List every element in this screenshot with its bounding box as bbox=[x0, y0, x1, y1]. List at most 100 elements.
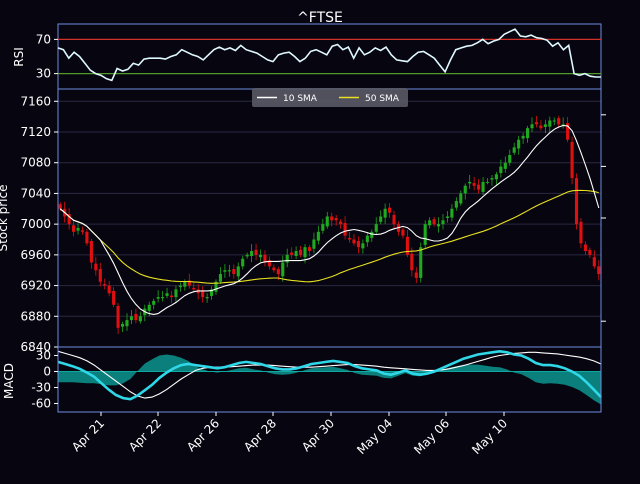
candle-body bbox=[428, 220, 432, 226]
candle-body bbox=[392, 214, 396, 225]
candle-body bbox=[414, 272, 418, 278]
rsi-ytick-label: 30 bbox=[36, 67, 51, 81]
candle-body bbox=[209, 289, 214, 296]
price-ytick-label: 7160 bbox=[20, 94, 51, 108]
candle-body bbox=[388, 207, 392, 213]
candle-body bbox=[441, 220, 445, 225]
candle-body bbox=[89, 241, 93, 263]
candle-body bbox=[490, 178, 494, 180]
candle-body bbox=[561, 124, 565, 126]
price-ytick-label: 6920 bbox=[20, 279, 51, 293]
candle-body bbox=[472, 183, 476, 186]
candle-body bbox=[303, 247, 307, 258]
rsi-series-line-0 bbox=[57, 28, 601, 82]
candle-body bbox=[499, 166, 503, 174]
candle-body bbox=[379, 216, 383, 222]
price-ytick-label: 6840 bbox=[20, 340, 51, 354]
candle-body bbox=[72, 225, 76, 232]
candle-body bbox=[307, 247, 312, 252]
candle-body bbox=[343, 222, 347, 236]
sma-50-line bbox=[59, 189, 599, 284]
candle-body bbox=[316, 231, 320, 241]
candle-body bbox=[436, 224, 441, 227]
candle-body bbox=[178, 285, 182, 288]
candle-body bbox=[325, 216, 329, 227]
candle-body bbox=[94, 263, 98, 271]
candle-body bbox=[370, 231, 374, 238]
candle-body bbox=[214, 281, 218, 292]
candle-body bbox=[481, 181, 485, 192]
candle-body bbox=[187, 280, 191, 286]
candle-body bbox=[361, 243, 365, 249]
candle-body bbox=[236, 266, 240, 277]
candle-body bbox=[241, 258, 245, 267]
candle-body bbox=[201, 290, 205, 298]
candle-body bbox=[272, 267, 276, 271]
candle-body bbox=[526, 128, 530, 139]
candlesticks bbox=[58, 115, 601, 334]
legend-label-50-sma: 50 SMA bbox=[365, 94, 400, 104]
candle-body bbox=[205, 297, 209, 299]
candle-body bbox=[494, 174, 498, 180]
macd-frame bbox=[57, 346, 602, 413]
rsi-ytick-label: 70 bbox=[36, 32, 51, 46]
candle-body bbox=[365, 235, 369, 243]
legend-box bbox=[252, 88, 408, 107]
candle-body bbox=[147, 304, 151, 311]
candle-body bbox=[85, 231, 89, 244]
candle-body bbox=[294, 251, 298, 257]
candle-body bbox=[459, 193, 463, 204]
candle-body bbox=[477, 184, 481, 190]
price-ytick-label: 7000 bbox=[20, 217, 51, 231]
candle-body bbox=[352, 239, 356, 244]
candle-body bbox=[103, 284, 107, 286]
macd-ylabel: MACD bbox=[2, 363, 16, 399]
candle-body bbox=[254, 249, 258, 255]
candle-body bbox=[450, 208, 454, 218]
candle-body bbox=[383, 208, 387, 218]
candle-body bbox=[165, 293, 169, 296]
chart-title: ^FTSE bbox=[297, 10, 343, 26]
rsi-panel: 30 70 bbox=[36, 23, 602, 90]
price-ytick-label: 7080 bbox=[20, 156, 51, 170]
price-ylabel: Stock price bbox=[0, 185, 10, 252]
legend-label-10-sma: 10 SMA bbox=[283, 94, 318, 104]
candle-body bbox=[258, 254, 263, 258]
candle-body bbox=[485, 181, 490, 183]
candle-body bbox=[539, 125, 543, 129]
candle-body bbox=[534, 122, 539, 125]
candle-body bbox=[579, 221, 583, 244]
candle-body bbox=[276, 269, 280, 275]
macd-panel: -60 -300 30 bbox=[31, 346, 602, 413]
candle-body bbox=[557, 118, 561, 125]
macd-ytick-label: -60 bbox=[31, 396, 51, 410]
candle-body bbox=[192, 287, 196, 290]
candle-body bbox=[267, 260, 271, 267]
candle-body bbox=[401, 229, 405, 236]
macd-line bbox=[57, 349, 602, 401]
candle-body bbox=[410, 253, 414, 271]
candle-body bbox=[183, 281, 187, 287]
candle-body bbox=[503, 162, 507, 169]
candle-body bbox=[290, 252, 294, 255]
price-ytick-label: 6960 bbox=[20, 248, 51, 262]
candle-body bbox=[508, 155, 512, 163]
candle-body bbox=[174, 289, 178, 298]
candle-body bbox=[245, 254, 249, 257]
candle-body bbox=[543, 124, 547, 128]
candle-body bbox=[570, 141, 574, 179]
price-panel: 6840 6880 6920 6960 7000 7040 7080 7120 7160 bbox=[20, 88, 606, 354]
candle-body bbox=[530, 124, 534, 129]
candle-body bbox=[134, 313, 138, 321]
candle-body bbox=[107, 285, 111, 294]
candle-body bbox=[98, 269, 102, 282]
price-ytick-label: 6880 bbox=[20, 309, 51, 323]
candle-body bbox=[129, 316, 133, 321]
candle-body bbox=[161, 297, 165, 299]
candle-body bbox=[552, 120, 556, 122]
candle-body bbox=[76, 227, 80, 231]
candle-body bbox=[80, 230, 85, 232]
candle-body bbox=[588, 249, 592, 255]
macd-histogram-area bbox=[58, 354, 601, 405]
